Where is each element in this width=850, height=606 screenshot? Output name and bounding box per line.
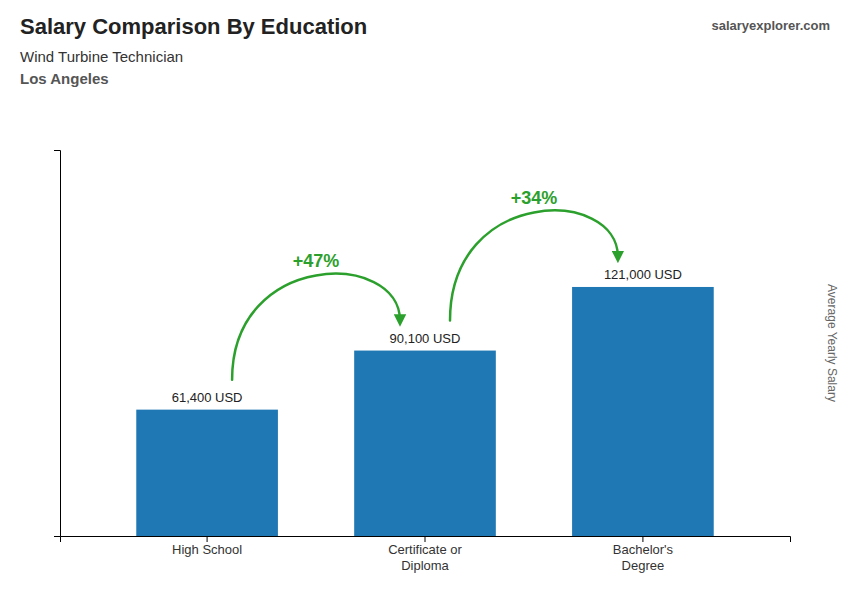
x-tick: High School [172, 536, 242, 557]
annotation: +47% [293, 251, 340, 271]
x-axis-line [61, 537, 791, 543]
x-tick-label-line: Degree [622, 558, 665, 573]
x-tick-label-line: Bachelor's [613, 542, 674, 557]
x-tick-label: Bachelor'sDegree [613, 542, 674, 573]
bar [136, 410, 278, 536]
annotation-arrow [450, 211, 618, 321]
x-tick-label-line: High School [172, 542, 242, 557]
y-axis-title: Average Yearly Salary [825, 284, 839, 402]
plot-area: High School Certificate orDiploma Bachelor… [54, 151, 791, 573]
x-tick-label-line: Diploma [401, 558, 449, 573]
x-tick: Certificate orDiploma [388, 536, 462, 573]
x-tick-line [425, 536, 426, 542]
chart-svg: Salary Comparison By Education Wind Turbi… [0, 0, 850, 606]
x-tick-label: High School [172, 542, 242, 557]
bar [354, 351, 496, 536]
x-axis: High School Certificate orDiploma Bachelor… [61, 536, 791, 573]
annotation-arrow [232, 274, 400, 380]
subtitle: Wind Turbine Technician [20, 48, 183, 65]
x-tick: Bachelor'sDegree [613, 536, 674, 573]
data-label: 90,100 USD [390, 331, 461, 346]
x-tick-label-line: Certificate or [388, 542, 462, 557]
title: Salary Comparison By Education [20, 14, 367, 39]
bars [136, 287, 713, 536]
y-axis-line [54, 151, 61, 537]
subtitle: Los Angeles [20, 70, 109, 87]
y-axis [54, 151, 61, 537]
data-label: 121,000 USD [604, 267, 682, 282]
labels: 61,400 USD 90,100 USD 121,000 USD [172, 267, 682, 405]
x-tick-line [207, 536, 208, 542]
watermark: salaryexplorer.com [711, 18, 830, 33]
annotation: +34% [511, 188, 558, 208]
data-label: 61,400 USD [172, 390, 243, 405]
x-tick-line [642, 536, 643, 542]
bar [572, 287, 714, 536]
x-tick-label: Certificate orDiploma [388, 542, 462, 573]
